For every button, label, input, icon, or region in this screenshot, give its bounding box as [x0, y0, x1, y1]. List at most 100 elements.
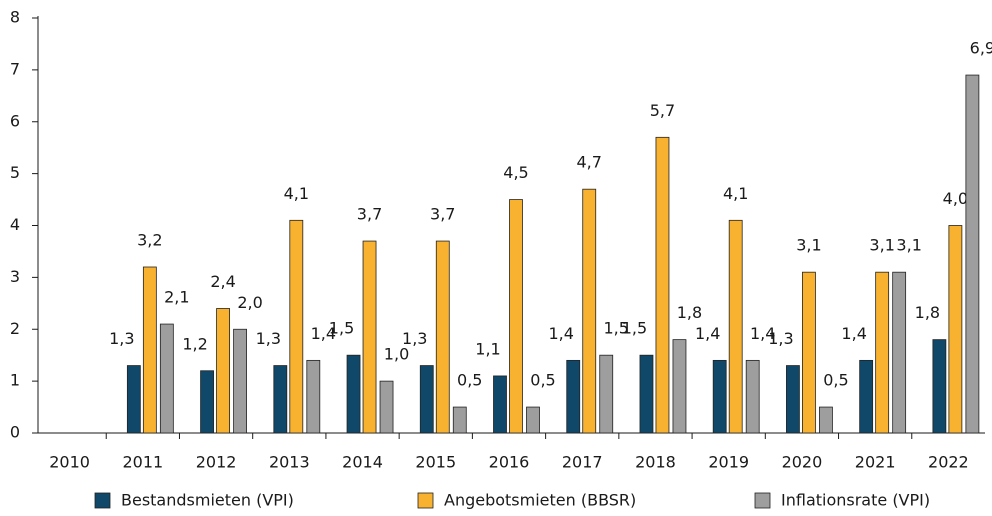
x-tick-label: 2015	[415, 453, 456, 472]
value-label: 1,3	[768, 329, 793, 348]
value-label: 1,8	[915, 303, 940, 322]
value-label: 3,7	[357, 205, 382, 224]
value-label: 1,8	[677, 303, 702, 322]
y-tick-label: 3	[10, 267, 20, 286]
bar	[233, 328, 247, 434]
bar	[948, 225, 963, 434]
value-label: 1,5	[604, 319, 629, 338]
bar	[965, 74, 980, 434]
x-tick-label: 2011	[122, 453, 163, 472]
value-label: 6,9	[970, 39, 992, 58]
x-tick-label: 2014	[342, 453, 383, 472]
legend-label: Bestandsmieten (VPI)	[121, 491, 294, 510]
value-label: 1,5	[622, 319, 647, 338]
x-tick-label: 2016	[489, 453, 530, 472]
x-tick-label: 2010	[49, 453, 90, 472]
bar	[728, 219, 743, 434]
bar	[346, 354, 361, 434]
bar	[655, 136, 670, 434]
value-label: 3,1	[869, 236, 894, 255]
value-label: 1,4	[311, 324, 336, 343]
x-tick-label: 2018	[635, 453, 676, 472]
y-tick-label: 0	[10, 423, 20, 442]
value-label: 4,7	[577, 153, 602, 172]
bar	[379, 380, 394, 434]
bar	[142, 266, 157, 434]
bar	[599, 354, 614, 434]
x-tick-label: 2012	[196, 453, 237, 472]
bar	[435, 240, 450, 434]
bar	[582, 188, 597, 434]
bar	[419, 365, 434, 434]
x-tick-label: 2020	[782, 453, 823, 472]
value-label: 1,4	[549, 324, 574, 343]
bar	[639, 354, 654, 434]
value-label: 2,1	[164, 288, 189, 307]
x-tick-label: 2013	[269, 453, 310, 472]
bar	[892, 271, 907, 434]
value-label: 1,5	[329, 319, 354, 338]
value-label: 3,1	[896, 236, 921, 255]
bar	[819, 406, 833, 434]
bar	[672, 339, 687, 434]
bar	[526, 406, 540, 434]
y-tick-label: 2	[10, 319, 20, 338]
value-label: 1,2	[182, 334, 207, 353]
value-label: 0,5	[823, 371, 848, 390]
value-label: 2,4	[210, 272, 235, 291]
bar	[712, 359, 727, 434]
bar	[306, 359, 321, 434]
bar	[452, 406, 467, 434]
value-label: 4,0	[943, 189, 968, 208]
bar	[126, 365, 141, 434]
x-tick-label: 2019	[708, 453, 749, 472]
legend-label: Inflationsrate (VPI)	[781, 491, 930, 510]
bar	[362, 240, 377, 434]
x-tick-label: 2021	[855, 453, 896, 472]
value-label: 1,0	[384, 345, 409, 364]
value-label: 1,3	[256, 329, 281, 348]
bar	[802, 271, 816, 434]
value-label: 1,3	[402, 329, 427, 348]
value-label: 3,1	[796, 236, 821, 255]
value-label: 0,5	[457, 371, 482, 390]
bar	[859, 359, 874, 434]
value-label: 1,4	[841, 324, 866, 343]
value-label: 1,4	[695, 324, 720, 343]
value-label: 2,0	[237, 293, 262, 312]
bar	[786, 365, 800, 434]
y-tick-label: 5	[10, 163, 20, 182]
value-label: 1,4	[750, 324, 775, 343]
value-label: 1,1	[475, 339, 500, 358]
bar	[159, 323, 174, 434]
value-label: 4,1	[284, 184, 309, 203]
value-label: 1,3	[109, 329, 134, 348]
bar	[875, 271, 890, 434]
bar	[566, 359, 581, 434]
y-tick-label: 7	[10, 59, 20, 78]
value-label: 3,2	[137, 231, 162, 250]
bar	[509, 199, 523, 434]
bar	[216, 308, 230, 434]
legend-swatch	[94, 492, 111, 509]
value-label: 0,5	[530, 371, 555, 390]
y-tick-label: 1	[10, 371, 20, 390]
y-tick-label: 6	[10, 111, 20, 130]
bar	[932, 339, 947, 434]
bar	[273, 365, 288, 434]
value-label: 4,1	[723, 184, 748, 203]
bar	[200, 370, 214, 434]
y-tick-label: 8	[10, 8, 20, 27]
legend-swatch	[417, 492, 434, 509]
bar	[493, 375, 507, 434]
value-label: 5,7	[650, 101, 675, 120]
value-label: 4,5	[503, 163, 528, 182]
bar	[289, 219, 304, 434]
x-tick-label: 2017	[562, 453, 603, 472]
legend-swatch	[754, 492, 771, 509]
bar	[745, 359, 760, 434]
value-label: 3,7	[430, 205, 455, 224]
y-tick-label: 4	[10, 215, 20, 234]
legend-label: Angebotsmieten (BBSR)	[444, 491, 636, 510]
